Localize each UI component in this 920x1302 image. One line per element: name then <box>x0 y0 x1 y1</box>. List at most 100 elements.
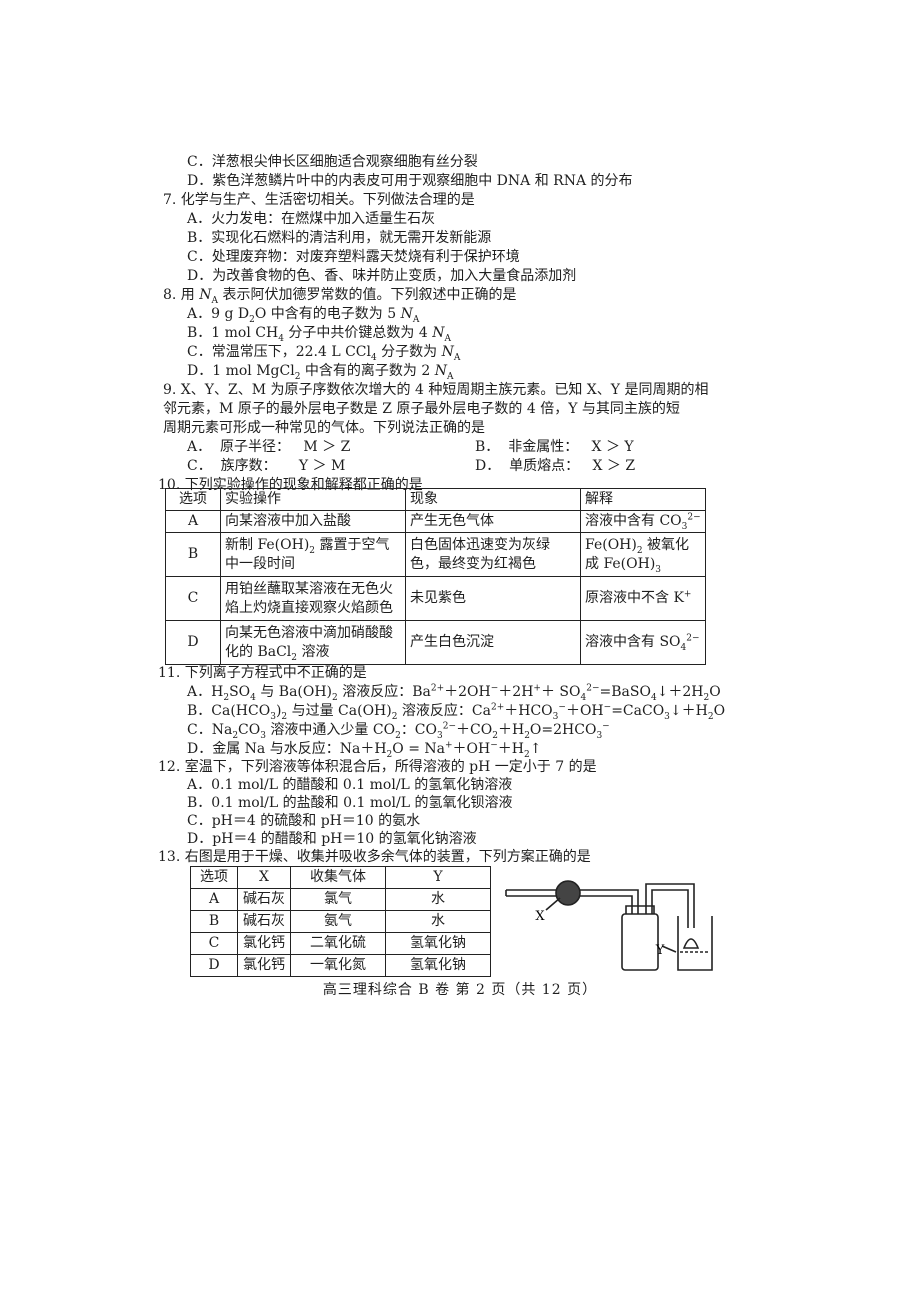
subscript: 4 <box>370 352 377 363</box>
text-run: 表示阿伏加德罗常数的值。下列叙述中正确的是 <box>218 287 517 303</box>
question-stem: 11. 下列离子方程式中不正确的是 <box>158 665 367 681</box>
text-run: 被氧化成 Fe(OH) <box>585 536 690 572</box>
table-cell: 原溶液中不含 K+ <box>580 576 706 621</box>
option: D． 单质熔点： X ＞ Z <box>475 458 636 474</box>
subscript: 4 <box>650 692 657 703</box>
text-run: 分子中共价键总数为 4 <box>283 325 433 341</box>
text-run: ↑ <box>529 741 542 757</box>
table-row: A 碱石灰 氯气水 <box>190 888 491 911</box>
text-run: C．常温常压下，22.4 L CCl <box>187 344 371 360</box>
text-run: B．1 mol CH <box>187 325 279 341</box>
table-row: D 氯化钙 一氧化氮 氢氧化钠 <box>190 954 491 977</box>
text-run: 原溶液中不含 K <box>585 590 684 606</box>
superscript: − <box>602 721 610 732</box>
option: B．1 mol CH4 分子中共价键总数为 4 NA <box>187 323 451 343</box>
italic-symbol: N <box>434 363 447 379</box>
subscript: 4 <box>250 692 256 703</box>
table-cell: 选项 <box>190 866 238 889</box>
table-cell: 现象 <box>405 488 581 511</box>
subscript: 2 <box>223 692 230 703</box>
subscript: 2 <box>391 711 398 722</box>
table-cell: 氯气 <box>290 888 386 911</box>
text-run: O=2HCO <box>529 722 597 738</box>
subscript: 2 <box>249 314 255 325</box>
text-run: 溶液 <box>297 643 330 660</box>
subscript: 3 <box>655 564 662 575</box>
option: C． 族序数： Y ＞ M <box>187 458 346 474</box>
text-run: SO <box>229 684 251 700</box>
text-run: O 中含有的电子数为 5 <box>254 306 401 322</box>
option: D．紫色洋葱鳞片叶中的内表皮可用于观察细胞中 DNA 和 RNA 的分布 <box>187 173 633 189</box>
subscript: 2 <box>332 692 338 703</box>
data-table: 选项 X 收集气体 Y A 碱石灰 氯气水 B 碱石灰 氨气水 C 氯化钙 二氧化硫 氢氧化钠 D 氯化钙 一氧… <box>190 866 491 977</box>
table-cell: 氢氧化钠 <box>385 954 491 977</box>
table-row: C 氯化钙 二氧化硫 氢氧化钠 <box>190 932 491 955</box>
subscript: 3 <box>552 711 559 722</box>
table-cell: 碱石灰 <box>237 910 291 933</box>
text-run: 露置于空气中一段时间 <box>225 536 390 572</box>
option: A．H2SO4 与 Ba(OH)2 溶液反应：Ba2+＋2OH−＋2H+＋ SO… <box>187 682 721 702</box>
subscript: 2 <box>707 711 714 722</box>
table-cell: 氯化钙 <box>237 954 291 977</box>
question-stem: 12. 室温下，下列溶液等体积混合后，所得溶液的 pH 一定小于 7 的是 <box>158 759 597 775</box>
table-row: B 新制 Fe(OH)2 露置于空气中一段时间 白色固体迅速变为灰绿色，最终变为红褐… <box>165 532 706 577</box>
table-cell: 用铂丝蘸取某溶液在无色火焰上灼烧直接观察火焰颜色 <box>220 576 406 621</box>
text-run: =BaSO <box>599 684 651 700</box>
text-run: 溶液中通入少量 CO <box>265 722 396 738</box>
table-cell: X <box>237 866 291 889</box>
figure-label: X <box>535 909 545 924</box>
text-run: 溶液中含有 CO <box>585 513 682 529</box>
subscript: 2 <box>523 749 530 760</box>
text-run: ↓＋H <box>669 703 708 719</box>
subscript: A <box>211 295 219 306</box>
italic-symbol: N <box>441 344 454 360</box>
option: D．金属 Na 与水反应：Na＋H2O = Na+＋OH−＋H2↑ <box>187 739 541 759</box>
table-cell: C <box>165 576 221 621</box>
table-cell: 水 <box>385 910 491 933</box>
option: A．0.1 mol/L 的醋酸和 0.1 mol/L 的氢氧化钠溶液 <box>187 777 513 793</box>
italic-symbol: N <box>432 325 445 341</box>
table-cell: 氨气 <box>290 910 386 933</box>
subscript: 3 <box>437 730 443 741</box>
subscript: 2 <box>386 749 393 760</box>
text-run: ＋2H <box>498 684 534 700</box>
superscript: 2− <box>586 683 600 694</box>
table-header: 选项 X 收集气体 Y <box>190 866 491 889</box>
subscript: 3 <box>681 521 688 532</box>
text-run: ＋HCO <box>504 703 553 719</box>
text-run: ：CO <box>400 722 438 738</box>
subscript: 3 <box>664 711 670 722</box>
table-cell: 白色固体迅速变为灰绿色，最终变为红褐色 <box>405 532 581 577</box>
option: C．Na2CO3 溶液中通入少量 CO2：CO32−＋CO2＋H2O=2HCO3… <box>187 720 610 740</box>
table-cell: 二氧化硫 <box>290 932 386 955</box>
italic-symbol: N <box>199 287 212 303</box>
option: D．1 mol MgCl2 中含有的离子数为 2 NA <box>187 361 453 381</box>
data-table: 选项 实验操作 现象 解释 A 向某溶液中加入盐酸 产生无色气体 溶液中含有 CO32− B 新制… <box>165 488 706 665</box>
table-cell: B <box>190 910 238 933</box>
table-cell: 向某溶液中加入盐酸 <box>220 510 406 533</box>
text-run: D．1 mol MgCl <box>187 363 295 379</box>
superscript: + <box>444 740 453 751</box>
text-run: 溶液反应：Ba <box>337 684 431 700</box>
text-run: O <box>709 684 721 700</box>
text-run: C．Na <box>187 722 233 738</box>
option: B．0.1 mol/L 的盐酸和 0.1 mol/L 的氢氧化钡溶液 <box>187 795 513 811</box>
option: C．洋葱根尖伸长区细胞适合观察细胞有丝分裂 <box>187 154 478 170</box>
subscript: A <box>446 371 454 382</box>
subscript: A <box>444 333 451 344</box>
option: A．火力发电：在燃煤中加入适量生石灰 <box>187 211 436 227</box>
table-cell: A <box>165 510 221 533</box>
italic-symbol: N <box>400 306 413 322</box>
page-footer: 高三理科综合 B 卷 第 2 页（共 12 页） <box>322 982 598 998</box>
subscript: 3 <box>260 730 266 741</box>
superscript: − <box>490 683 499 694</box>
option: B．实现化石燃料的清洁利用，就无需开发新能源 <box>187 230 492 246</box>
table-cell: 选项 <box>165 488 221 511</box>
subscript: 2 <box>294 371 301 382</box>
text-run: 中含有的离子数为 2 <box>300 363 435 379</box>
subscript: 2 <box>395 730 401 741</box>
table-cell: D <box>165 620 221 665</box>
superscript: − <box>603 702 612 713</box>
text-run: =CaCO <box>611 703 665 719</box>
